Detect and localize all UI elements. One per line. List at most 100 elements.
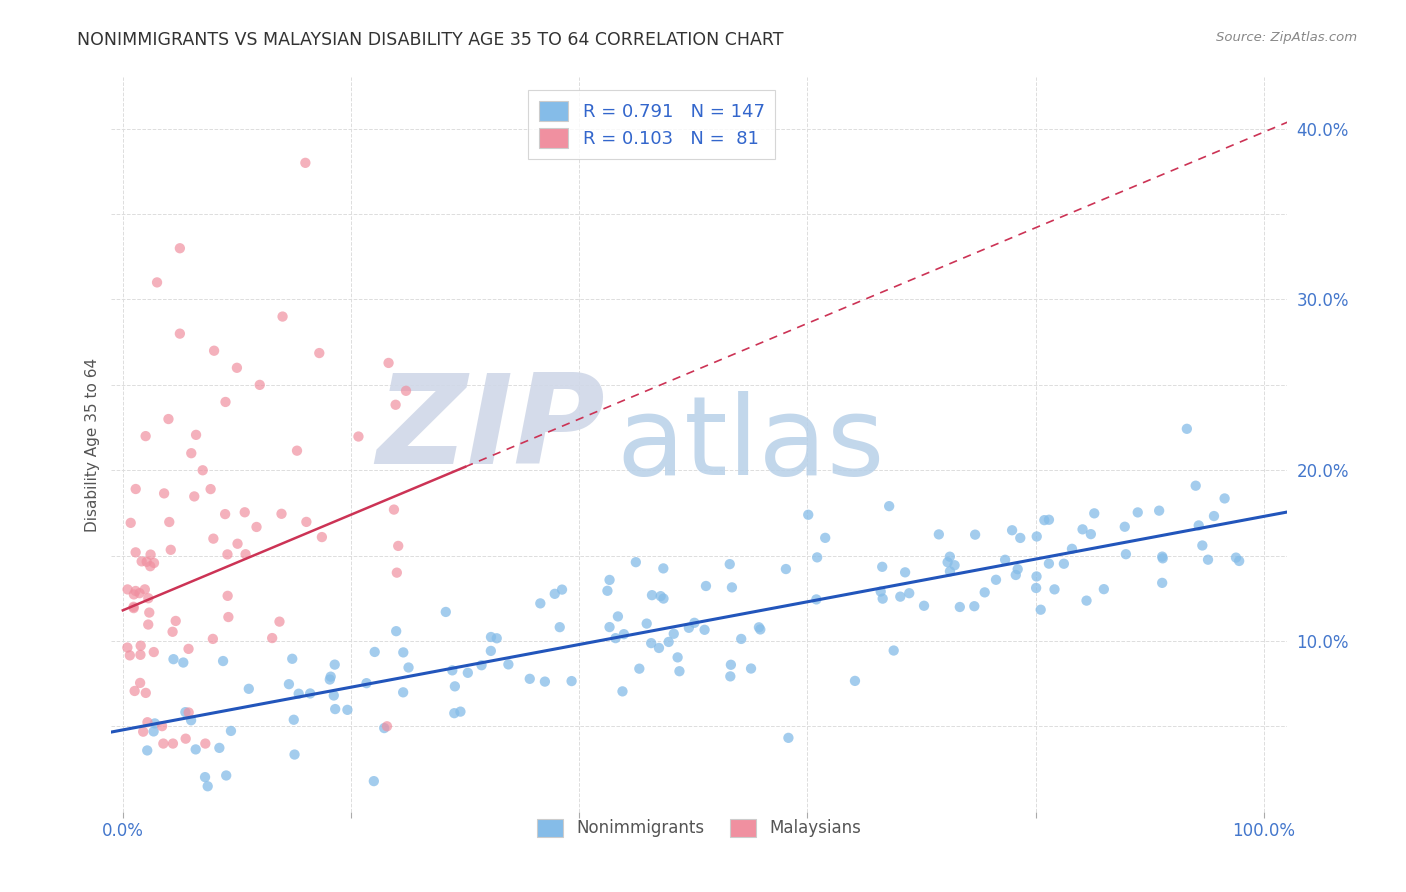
Point bbox=[479, 644, 502, 658]
Point bbox=[605, 631, 627, 645]
Point bbox=[347, 429, 370, 443]
Point bbox=[136, 715, 159, 730]
Point bbox=[939, 549, 962, 564]
Point bbox=[270, 507, 292, 521]
Point bbox=[652, 561, 675, 575]
Point bbox=[844, 673, 866, 688]
Point bbox=[271, 310, 294, 324]
Point bbox=[143, 556, 166, 570]
Point bbox=[1202, 509, 1225, 524]
Point bbox=[262, 631, 284, 645]
Point bbox=[128, 586, 150, 600]
Point bbox=[636, 616, 658, 631]
Point bbox=[1025, 529, 1047, 543]
Point bbox=[356, 676, 378, 690]
Point bbox=[152, 737, 174, 751]
Point bbox=[283, 747, 305, 762]
Point bbox=[135, 555, 157, 569]
Point bbox=[118, 648, 141, 663]
Point bbox=[1025, 569, 1047, 583]
Point bbox=[174, 731, 197, 746]
Point bbox=[498, 657, 520, 672]
Point bbox=[695, 579, 717, 593]
Point bbox=[269, 615, 291, 629]
Point bbox=[1083, 506, 1105, 520]
Point bbox=[678, 621, 700, 635]
Point bbox=[1043, 582, 1066, 597]
Point bbox=[162, 737, 184, 751]
Point bbox=[373, 721, 395, 735]
Point bbox=[1038, 557, 1060, 571]
Point bbox=[117, 582, 139, 597]
Point bbox=[1010, 531, 1032, 545]
Point bbox=[233, 505, 256, 519]
Point bbox=[1076, 593, 1098, 607]
Point bbox=[131, 554, 153, 568]
Point bbox=[441, 664, 464, 678]
Point bbox=[377, 356, 399, 370]
Point bbox=[281, 652, 304, 666]
Point bbox=[613, 627, 636, 641]
Point bbox=[201, 632, 224, 646]
Point bbox=[449, 705, 471, 719]
Point bbox=[180, 713, 202, 727]
Point bbox=[226, 537, 249, 551]
Point bbox=[136, 743, 159, 757]
Point bbox=[1227, 554, 1250, 568]
Point bbox=[443, 706, 465, 721]
Point bbox=[561, 674, 583, 689]
Point bbox=[1060, 541, 1083, 556]
Point bbox=[1115, 547, 1137, 561]
Point bbox=[323, 657, 346, 672]
Point bbox=[1191, 539, 1213, 553]
Point bbox=[519, 672, 541, 686]
Point bbox=[385, 624, 408, 639]
Point bbox=[650, 589, 672, 603]
Point bbox=[668, 664, 690, 678]
Point bbox=[599, 573, 621, 587]
Point bbox=[943, 558, 966, 573]
Point bbox=[392, 685, 415, 699]
Point bbox=[136, 591, 159, 606]
Point bbox=[135, 429, 157, 443]
Point bbox=[718, 669, 741, 683]
Point bbox=[963, 599, 986, 614]
Point bbox=[1092, 582, 1115, 596]
Point bbox=[138, 606, 160, 620]
Point bbox=[122, 601, 145, 615]
Point bbox=[200, 482, 222, 496]
Point bbox=[1126, 505, 1149, 519]
Point bbox=[1080, 527, 1102, 541]
Point bbox=[1025, 581, 1047, 595]
Point bbox=[870, 559, 893, 574]
Point bbox=[775, 562, 797, 576]
Point bbox=[883, 643, 905, 657]
Point bbox=[117, 640, 139, 655]
Point bbox=[174, 705, 197, 719]
Point bbox=[142, 724, 165, 739]
Point bbox=[384, 398, 406, 412]
Point bbox=[1175, 422, 1198, 436]
Point bbox=[1213, 491, 1236, 506]
Point bbox=[936, 555, 959, 569]
Point bbox=[949, 599, 972, 614]
Point bbox=[485, 632, 508, 646]
Point bbox=[889, 590, 911, 604]
Point bbox=[122, 587, 145, 601]
Point bbox=[363, 774, 385, 789]
Point bbox=[129, 639, 152, 653]
Point bbox=[191, 463, 214, 477]
Point bbox=[120, 516, 142, 530]
Point bbox=[683, 615, 706, 630]
Point bbox=[238, 681, 260, 696]
Point bbox=[806, 550, 828, 565]
Point bbox=[124, 584, 146, 599]
Text: Source: ZipAtlas.com: Source: ZipAtlas.com bbox=[1216, 31, 1357, 45]
Text: atlas: atlas bbox=[617, 392, 886, 498]
Point bbox=[217, 589, 239, 603]
Point bbox=[180, 446, 202, 460]
Point bbox=[215, 768, 238, 782]
Point bbox=[529, 596, 551, 610]
Point bbox=[749, 623, 772, 637]
Point bbox=[150, 719, 173, 733]
